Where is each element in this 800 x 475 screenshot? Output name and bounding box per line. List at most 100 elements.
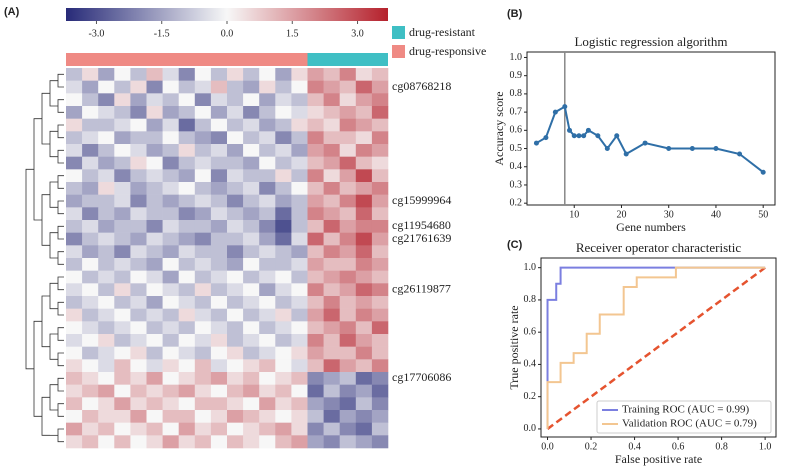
row-label: cg26119877	[392, 281, 451, 295]
heatmap-cell	[307, 194, 324, 208]
heatmap-cell	[194, 93, 212, 107]
plot-frame	[540, 257, 777, 438]
heatmap-cell	[371, 245, 389, 259]
heatmap-cell	[82, 435, 99, 449]
heatmap-cell	[114, 258, 131, 271]
heatmap-cell	[243, 118, 260, 132]
heatmap-cell	[323, 283, 340, 297]
heatmap-cell	[243, 93, 260, 107]
heatmap-cell	[114, 308, 131, 322]
heatmap-cell	[114, 283, 131, 297]
heatmap-cell	[82, 372, 99, 385]
heatmap-cell	[291, 359, 308, 373]
heatmap-cell	[178, 207, 196, 221]
heatmap-cell	[66, 308, 83, 322]
dendrogram	[57, 403, 64, 417]
heatmap-cell	[130, 232, 147, 246]
heatmap-cell	[259, 308, 276, 322]
heatmap-cell	[243, 245, 260, 259]
group-bar	[307, 53, 388, 66]
heatmap-cell	[114, 220, 131, 233]
heatmap-cell	[178, 372, 196, 385]
row-label: cg11954680	[392, 218, 451, 232]
heatmap-cell	[291, 422, 308, 436]
heatmap-cell	[355, 207, 373, 221]
heatmap-cell	[355, 245, 373, 259]
dendrogram	[33, 320, 42, 417]
heatmap-cell	[98, 194, 115, 208]
heatmap-cell	[259, 207, 276, 221]
heatmap-cell	[371, 220, 389, 233]
heatmap-cell	[146, 321, 163, 335]
heatmap-cell	[291, 106, 308, 119]
heatmap-cell	[146, 80, 163, 94]
heatmap-cell	[210, 118, 228, 132]
heatmap-cell	[178, 270, 196, 284]
heatmap-cell	[323, 106, 340, 119]
heatmap-cell	[259, 283, 276, 297]
heatmap-cell	[194, 384, 212, 398]
heatmap-cell	[146, 435, 163, 449]
heatmap-cell	[307, 258, 324, 271]
heatmap-cell	[194, 321, 212, 335]
heatmap-cell	[323, 245, 340, 259]
heatmap-cell	[243, 397, 260, 411]
heatmap-cell	[371, 182, 389, 195]
y-tick-label: 0.8	[510, 88, 523, 99]
heatmap-cell	[243, 144, 260, 157]
heatmap-cell	[307, 270, 324, 284]
heatmap-cell	[355, 194, 373, 208]
heatmap-cell	[162, 169, 179, 183]
heatmap-cell	[275, 80, 292, 94]
heatmap-cell	[114, 207, 131, 221]
heatmap-cell	[259, 93, 276, 107]
heatmap-cell	[339, 68, 357, 81]
heatmap-cell	[98, 232, 115, 246]
y-tick-label: 1.0	[510, 52, 523, 63]
heatmap-cell	[146, 194, 163, 208]
heatmap-cell	[194, 435, 212, 449]
heatmap-cell	[371, 308, 389, 322]
heatmap-cell	[339, 334, 357, 347]
heatmap-cell	[307, 296, 324, 309]
heatmap-cell	[371, 397, 389, 411]
heatmap-cell	[98, 245, 115, 259]
heatmap-cell	[339, 435, 357, 449]
heatmap-cell	[178, 435, 196, 449]
heatmap-cell	[339, 410, 357, 423]
data-point	[623, 151, 629, 157]
heatmap-cell	[339, 283, 357, 297]
heatmap-cell	[355, 346, 373, 360]
heatmap-cell	[275, 397, 292, 411]
x-tick-label: 30	[664, 209, 674, 220]
heatmap-cell	[194, 372, 212, 385]
heatmap-cell	[130, 245, 147, 259]
heatmap-cell	[178, 68, 196, 81]
heatmap-cell	[194, 144, 212, 157]
heatmap-cell	[371, 169, 389, 183]
heatmap-cell	[323, 359, 340, 373]
heatmap-cell	[291, 384, 308, 398]
heatmap-cell	[371, 258, 389, 271]
heatmap-cell	[339, 93, 357, 107]
heatmap-cell	[259, 80, 276, 94]
y-tick-label: 0.2	[524, 391, 537, 402]
reference-line	[546, 266, 766, 430]
heatmap-cell	[66, 321, 83, 335]
heatmap-cell	[291, 182, 308, 195]
heatmap-cell	[98, 93, 115, 107]
heatmap-cell	[114, 296, 131, 309]
heatmap-cell	[178, 422, 196, 436]
heatmap-cell	[259, 270, 276, 284]
heatmap-cell	[98, 169, 115, 183]
heatmap-cell	[323, 232, 340, 246]
heatmap-cell	[259, 220, 276, 233]
heatmap-cell	[146, 397, 163, 411]
heatmap-cell	[146, 296, 163, 309]
heatmap-cell	[98, 144, 115, 157]
heatmap-cell	[227, 93, 244, 107]
heatmap-cell	[114, 131, 131, 145]
heatmap-cell	[227, 220, 244, 233]
heatmap-cell	[146, 106, 163, 119]
heatmap-cell	[66, 296, 83, 309]
